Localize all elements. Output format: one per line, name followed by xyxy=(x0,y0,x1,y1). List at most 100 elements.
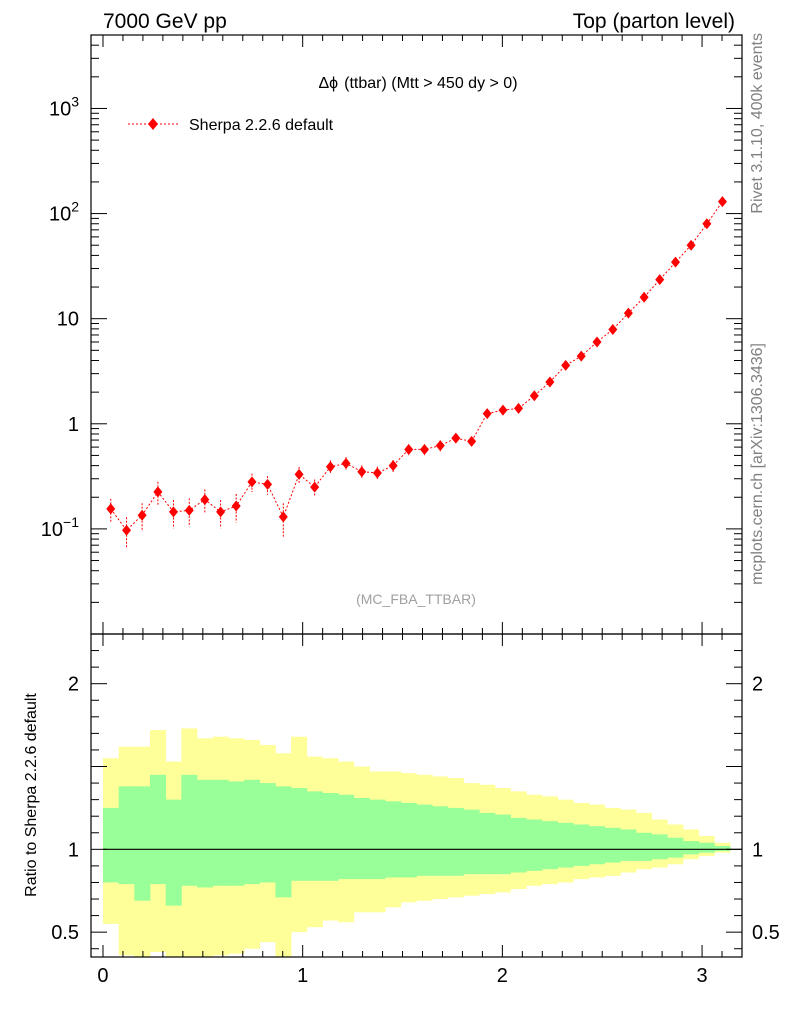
ratio-inner-band-bin xyxy=(353,797,370,880)
ratio-inner-band-bin xyxy=(588,826,606,865)
ratio-inner-band-bin xyxy=(118,786,135,885)
data-point-marker xyxy=(153,486,163,498)
ratio-inner-band-bin xyxy=(385,801,402,878)
header-left-label: 7000 GeV pp xyxy=(103,10,227,33)
ratio-inner-band-bin xyxy=(494,814,511,875)
ratio-inner-band-bin xyxy=(244,779,261,885)
data-point-marker xyxy=(419,443,429,455)
legend-marker xyxy=(148,118,158,130)
main-y-tick-label: 102 xyxy=(49,199,79,226)
data-point-marker xyxy=(608,323,618,335)
data-point-marker xyxy=(514,402,524,414)
ratio-plot-frame xyxy=(90,633,743,958)
data-point-marker xyxy=(388,460,398,472)
ratio-inner-band-bin xyxy=(102,807,120,883)
ratio-inner-band-bin xyxy=(510,817,527,873)
ratio-inner-band-bin xyxy=(134,786,151,901)
data-point-marker xyxy=(122,524,132,536)
ratio-inner-band-bin xyxy=(369,799,386,880)
axes-layer: 0 1 2 3 10−1 1 10 102 103 0.5 0.5 1 1 2 2 xyxy=(41,34,780,987)
ratio-inner-band-bin xyxy=(604,827,621,863)
ratio-inner-band-bin xyxy=(291,788,308,881)
ratio-y-tick-label-right: 0.5 xyxy=(752,922,780,944)
header-right-label: Top (parton level) xyxy=(573,10,735,33)
ratio-inner-band-bin xyxy=(526,819,543,871)
ratio-inner-band-bin xyxy=(322,793,339,881)
ratio-inner-band-bin xyxy=(228,781,245,886)
main-y-tick-label: 103 xyxy=(49,93,79,120)
data-point-marker xyxy=(482,408,492,420)
ratio-inner-band-bin xyxy=(275,786,292,898)
x-tick-label: 3 xyxy=(696,965,707,987)
main-y-tick-label: 10−1 xyxy=(41,514,79,541)
ratio-inner-band-bin xyxy=(620,829,637,861)
ratio-inner-band-bin xyxy=(479,812,496,875)
data-point-marker xyxy=(341,457,351,469)
data-point-marker xyxy=(639,291,649,303)
data-point-marker xyxy=(106,503,116,515)
ratio-inner-band-bin xyxy=(635,832,653,861)
data-point-marker xyxy=(561,359,571,371)
data-point-marker xyxy=(325,461,335,473)
ratio-y-tick-label-left: 1 xyxy=(68,839,79,861)
ratio-inner-band-bin xyxy=(197,779,214,888)
ratio-inner-band-bin xyxy=(463,809,480,875)
x-tick-label: 0 xyxy=(97,965,108,987)
data-point-marker xyxy=(184,504,194,516)
data-point-marker xyxy=(498,404,508,416)
ratio-inner-band-bin xyxy=(714,846,731,851)
legend: Sherpa 2.2.6 default xyxy=(128,117,334,134)
data-point-marker xyxy=(655,274,665,286)
ratio-inner-band-bin xyxy=(259,783,276,883)
data-point-marker xyxy=(231,500,241,512)
ratio-inner-band-bin xyxy=(416,804,433,876)
data-point-marker xyxy=(702,218,712,230)
data-point-marker xyxy=(435,440,445,452)
data-point-marker xyxy=(404,443,414,455)
ratio-inner-band-bin xyxy=(212,779,229,886)
ratio-inner-band-bin xyxy=(432,806,449,876)
ratio-inner-band-bin xyxy=(400,802,417,878)
data-point-marker xyxy=(545,376,555,388)
data-point-marker xyxy=(216,506,226,518)
ratio-inner-band-bin xyxy=(447,807,464,876)
ratio-inner-band-bin xyxy=(682,841,700,855)
ratio-y-tick-label-left: 0.5 xyxy=(51,922,79,944)
ratio-y-tick-label-right: 2 xyxy=(752,674,763,696)
ratio-inner-band-bin xyxy=(541,821,558,870)
legend-label: Sherpa 2.2.6 default xyxy=(189,117,334,134)
ratio-inner-band-bin xyxy=(338,794,355,880)
data-point-marker xyxy=(623,307,633,319)
data-point-marker xyxy=(592,336,602,348)
ratio-inner-band-bin xyxy=(181,774,198,886)
main-plot-title: Δϕ (ttbar) (Mtt > 450 dy > 0) xyxy=(318,75,517,92)
data-point-marker xyxy=(467,435,477,447)
data-point-marker xyxy=(451,432,461,444)
ratio-inner-band-bin xyxy=(150,774,167,885)
data-point-marker xyxy=(278,511,288,523)
analysis-label: (MC_FBA_TTBAR) xyxy=(356,591,476,607)
side-label-rivet: Rivet 3.1.10, 400k events xyxy=(749,33,766,214)
ratio-inner-band-bin xyxy=(667,837,684,858)
ratio-inner-band-bin xyxy=(165,799,182,906)
data-point-marker xyxy=(263,478,273,490)
data-point-marker xyxy=(372,467,382,479)
main-y-tick-label: 10 xyxy=(57,309,79,331)
side-label-mcplots: mcplots.cern.ch [arXiv:1306.3436] xyxy=(749,343,766,585)
data-point-marker xyxy=(717,196,727,208)
ratio-inner-band-bin xyxy=(557,822,574,868)
data-point-marker xyxy=(294,468,304,480)
data-point-marker xyxy=(137,509,147,521)
main-y-tick-label: 1 xyxy=(68,414,79,436)
ratio-y-tick-label-right: 1 xyxy=(752,839,763,861)
data-point-marker xyxy=(247,476,257,488)
ratio-bands xyxy=(102,728,742,957)
ratio-inner-band-bin xyxy=(651,834,668,860)
ratio-y-axis-title: Ratio to Sherpa 2.2.6 default xyxy=(23,693,40,897)
x-tick-label: 2 xyxy=(497,965,508,987)
ratio-inner-band-bin xyxy=(573,824,590,866)
data-point-marker xyxy=(200,494,210,506)
data-point-marker xyxy=(576,350,586,362)
